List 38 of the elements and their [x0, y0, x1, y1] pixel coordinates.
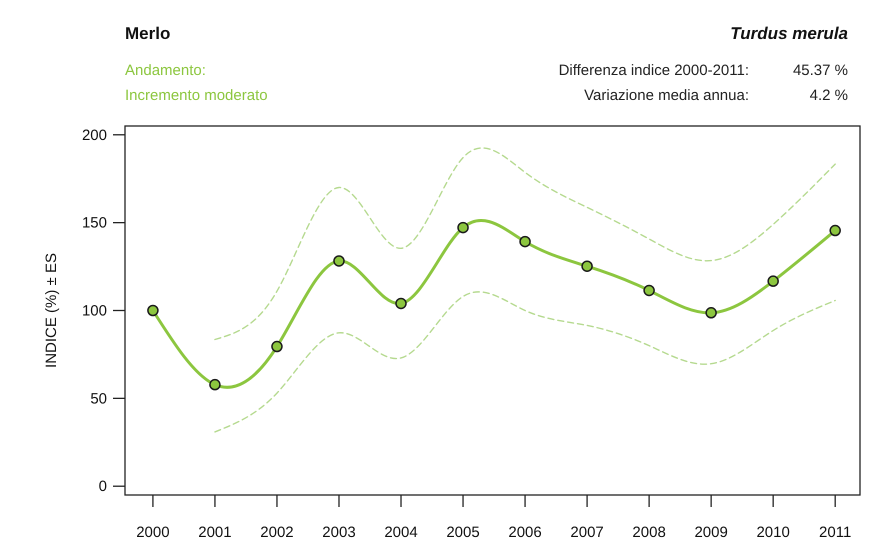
- point: [519, 236, 531, 248]
- x-tick-label: 2007: [570, 524, 604, 541]
- point: [581, 260, 593, 272]
- x-tick-label: 2002: [260, 524, 294, 541]
- point: [705, 307, 717, 319]
- y-axis-title: INDICE (%) ± ES: [43, 253, 60, 368]
- y-tick-label: 150: [82, 214, 107, 232]
- text: Variazione media annua:: [584, 87, 749, 104]
- y-tick-label: 100: [82, 302, 107, 320]
- point: [271, 340, 283, 352]
- y-tick-label: 50: [90, 390, 107, 408]
- x-tick-label: 2006: [508, 524, 542, 541]
- x-tick-label: 2003: [322, 524, 356, 541]
- text: 4.2 %: [810, 87, 848, 104]
- point: [395, 298, 407, 310]
- y-tick-label: 0: [98, 478, 107, 496]
- x-tick-label: 2009: [694, 524, 728, 541]
- x-tick-label: 2005: [446, 524, 480, 541]
- point: [829, 224, 841, 236]
- x-tick-label: 2000: [136, 524, 170, 541]
- point: [147, 304, 159, 316]
- point: [643, 284, 655, 296]
- text: 45.37 %: [792, 62, 848, 79]
- x-tick-label: 2008: [632, 524, 666, 541]
- point: [767, 275, 779, 287]
- chart-title: Merlo: [125, 24, 170, 43]
- text: Andamento:: [125, 62, 206, 79]
- point: [209, 378, 221, 390]
- point: [333, 255, 345, 267]
- chart-subtitle: Turdus merula: [730, 24, 848, 43]
- point: [457, 222, 469, 234]
- x-tick-label: 2004: [384, 524, 418, 541]
- text: Incremento moderato: [125, 87, 268, 104]
- y-tick-label: 200: [82, 126, 107, 144]
- text: Differenza indice 2000-2011:: [558, 62, 749, 79]
- x-tick-label: 2001: [198, 524, 232, 541]
- x-tick-label: 2011: [819, 524, 852, 541]
- x-tick-label: 2010: [756, 524, 790, 541]
